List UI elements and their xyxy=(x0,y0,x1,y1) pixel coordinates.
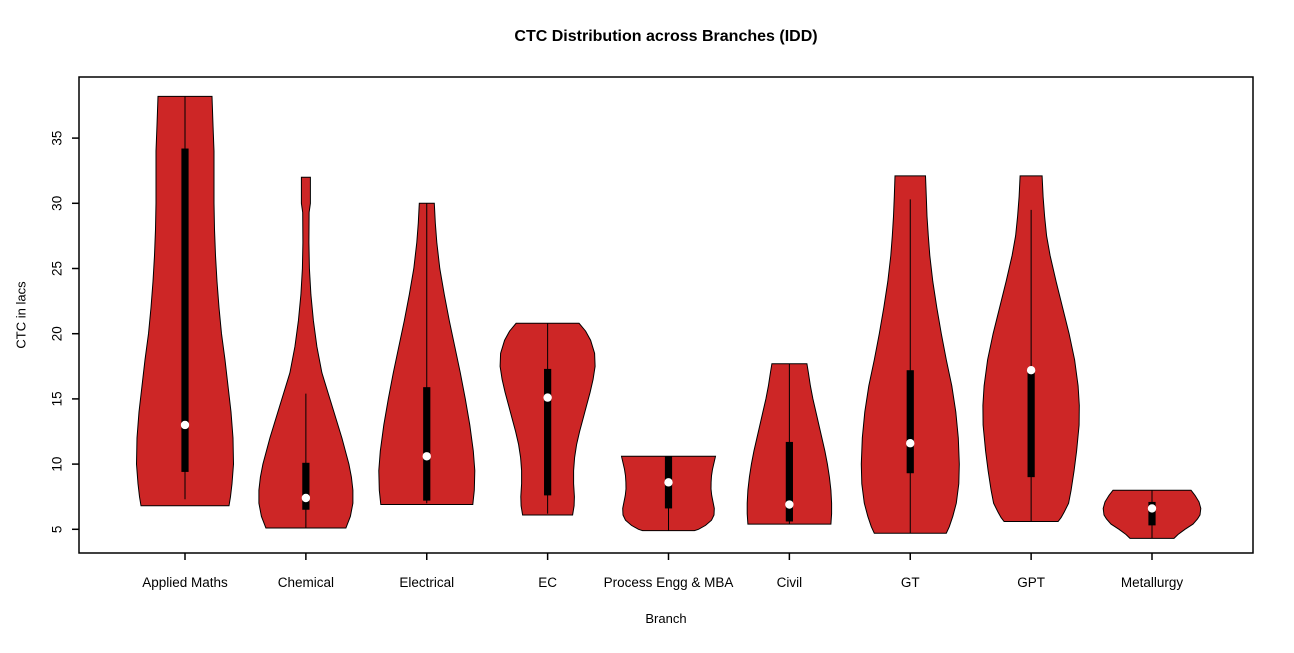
iqr-box-ec xyxy=(544,368,552,496)
median-dot-applied-maths xyxy=(180,420,190,430)
median-dot-chemical xyxy=(301,493,311,503)
x-tick-label-metallurgy: Metallurgy xyxy=(1121,575,1184,590)
y-tick-label: 20 xyxy=(50,326,65,341)
iqr-box-gt xyxy=(906,370,914,474)
iqr-box-electrical xyxy=(423,387,431,501)
iqr-box-civil xyxy=(785,441,793,522)
x-tick-label-civil: Civil xyxy=(777,575,803,590)
y-tick-label: 15 xyxy=(50,391,65,406)
median-dot-metallurgy xyxy=(1147,504,1157,513)
iqr-box-gpt xyxy=(1027,370,1035,478)
x-tick-label-applied-maths: Applied Maths xyxy=(142,575,228,590)
y-tick-label: 5 xyxy=(50,526,65,534)
violin-chemical xyxy=(258,176,354,529)
median-dot-gt xyxy=(906,439,915,448)
iqr-box-chemical xyxy=(302,462,310,510)
x-axis-title: Branch xyxy=(645,611,687,626)
y-tick-label: 25 xyxy=(50,261,65,276)
iqr-box-applied-maths xyxy=(181,148,189,472)
x-tick-label-gpt: GPT xyxy=(1017,575,1045,590)
plot-frame xyxy=(78,76,1254,554)
x-tick-label-process-engg-mba: Process Engg & MBA xyxy=(604,575,734,590)
iqr-box-metallurgy xyxy=(1148,501,1156,526)
x-tick-label-electrical: Electrical xyxy=(399,575,454,590)
median-dot-ec xyxy=(543,393,552,402)
y-tick-label: 10 xyxy=(50,457,65,472)
x-tick-label-chemical: Chemical xyxy=(278,575,334,590)
median-dot-process-engg-mba xyxy=(664,478,673,487)
x-tick-label-gt: GT xyxy=(901,575,920,590)
y-tick-label: 30 xyxy=(50,196,65,211)
median-dot-electrical xyxy=(422,452,431,461)
y-tick-label: 35 xyxy=(50,131,65,146)
median-dot-civil xyxy=(785,500,794,509)
median-dot-gpt xyxy=(1026,366,1036,375)
chart-title: CTC Distribution across Branches (IDD) xyxy=(514,28,818,45)
x-tick-label-ec: EC xyxy=(538,575,557,590)
